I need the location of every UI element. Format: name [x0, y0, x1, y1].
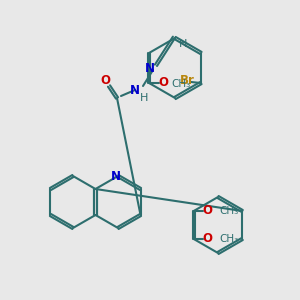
Text: H: H: [140, 93, 148, 103]
Text: CH₃: CH₃: [220, 234, 239, 244]
Text: CH₃: CH₃: [220, 206, 239, 216]
Text: H: H: [179, 39, 187, 49]
Text: O: O: [203, 205, 213, 218]
Text: N: N: [130, 83, 140, 97]
Text: CH₃: CH₃: [171, 79, 190, 89]
Text: O: O: [203, 232, 213, 245]
Text: O: O: [100, 74, 110, 86]
Text: N: N: [145, 61, 155, 74]
Text: N: N: [111, 170, 121, 184]
Text: O: O: [158, 76, 168, 89]
Text: Br: Br: [179, 74, 194, 88]
